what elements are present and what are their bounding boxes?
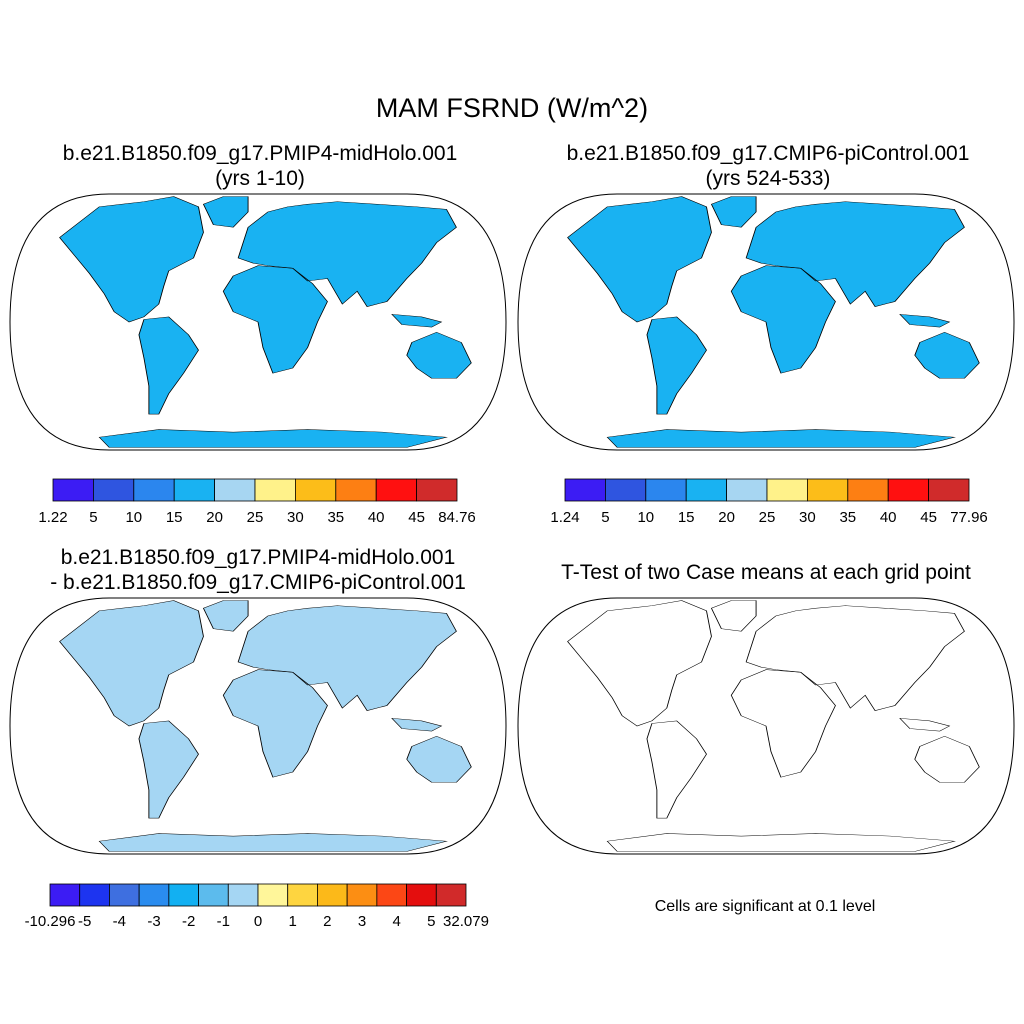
- colorbar-swatch: [257, 883, 289, 907]
- colorbar-swatch: [807, 478, 849, 502]
- colorbar-tick-label: 5: [427, 913, 435, 930]
- colorbar-swatch: [406, 883, 437, 907]
- colorbar-swatch: [766, 478, 808, 502]
- map-frame: [517, 193, 1015, 451]
- significance-note: Cells are significant at 0.1 level: [654, 898, 876, 915]
- colorbar-swatch: [294, 478, 337, 502]
- colorbar-tick-label: 35: [327, 509, 344, 526]
- colorbar-swatch: [287, 883, 318, 907]
- panel-1-title-line1: b.e21.B1850.f09_g17.PMIP4-midHolo.001: [62, 142, 458, 165]
- map-frame: [9, 193, 507, 451]
- colorbar-tick-label: 1: [288, 913, 296, 930]
- colorbar-tick-label: 1.22: [38, 509, 67, 526]
- colorbar-swatch: [375, 478, 418, 502]
- colorbar-tick-label: 2: [323, 913, 331, 930]
- colorbar-tick-label: 32.079: [443, 913, 489, 930]
- colorbar-tick-label: 30: [799, 509, 816, 526]
- colorbar-swatch: [138, 883, 170, 907]
- colorbar-tick-label: 5: [89, 509, 97, 526]
- colorbar-swatch: [887, 478, 930, 502]
- panel-1-title-line2: (yrs 1-10): [215, 167, 305, 190]
- colorbar-tick-label: 15: [678, 509, 695, 526]
- colorbar-swatch: [435, 883, 467, 907]
- panel-3-title-line1: b.e21.B1850.f09_g17.PMIP4-midHolo.001: [60, 546, 456, 569]
- map-frame: [9, 597, 507, 855]
- colorbar-tick-label: 15: [166, 509, 183, 526]
- colorbar-swatch: [564, 478, 606, 502]
- figure-title: MAM FSRND (W/m^2): [375, 93, 649, 123]
- map-panel-4: [517, 597, 1015, 855]
- colorbar-tick-label: -5: [78, 913, 91, 930]
- colorbar-tick-label: 40: [880, 509, 897, 526]
- colorbar-tick-label: -1: [217, 913, 230, 930]
- colorbar-tick-label: 25: [247, 509, 264, 526]
- colorbar-swatch: [254, 478, 296, 502]
- map-panel-2: [517, 193, 1015, 451]
- colorbar-swatch: [685, 478, 728, 502]
- colorbar-tick-label: 20: [718, 509, 735, 526]
- colorbar-swatch: [416, 478, 458, 502]
- panel-2-title-line2: (yrs 524-533): [705, 167, 831, 190]
- colorbar-swatch: [335, 478, 377, 502]
- colorbar-tick-label: 3: [358, 913, 366, 930]
- colorbar-swatch: [49, 883, 81, 907]
- colorbar-tick-label: -4: [113, 913, 126, 930]
- map-frame: [517, 597, 1015, 855]
- panel-4-title: T-Test of two Case means at each grid po…: [561, 561, 971, 584]
- colorbar-swatch: [109, 883, 140, 907]
- colorbar-swatch: [173, 478, 215, 502]
- map-panel-3: [9, 597, 507, 855]
- colorbar-1: 1.22 5 10 15 20 25 30 35 40 45 84.76: [38, 478, 476, 526]
- colorbar-swatch: [133, 478, 175, 502]
- colorbar-swatch: [645, 478, 687, 502]
- colorbar-swatch: [928, 478, 970, 502]
- colorbar-tick-label: -2: [182, 913, 195, 930]
- colorbar-swatch: [214, 478, 256, 502]
- colorbars-root: 1.22 5 10 15 20 25 30 35 40 45 84.76 1.24 5 10 15 20 25 3…: [25, 478, 988, 930]
- panel-3-title-line2: - b.e21.B1850.f09_g17.CMIP6-piControl.00…: [50, 571, 466, 594]
- colorbar-swatch: [847, 478, 889, 502]
- colorbar-tick-label: 10: [125, 509, 142, 526]
- panel-2-title-line1: b.e21.B1850.f09_g17.CMIP6-piControl.001: [566, 142, 970, 165]
- colorbar-tick-label: 25: [759, 509, 776, 526]
- colorbar-swatch: [376, 883, 407, 907]
- colorbar-swatch: [93, 478, 135, 502]
- colorbar-tick-label: 10: [637, 509, 654, 526]
- colorbar-tick-label: 20: [206, 509, 223, 526]
- colorbar-tick-label: 35: [839, 509, 856, 526]
- colorbar-swatch: [227, 883, 259, 907]
- colorbar-swatch: [52, 478, 94, 502]
- colorbar-swatch: [726, 478, 768, 502]
- colorbar-tick-label: 84.76: [438, 509, 476, 526]
- colorbar-3: -10.296 -5 -4 -3 -2 -1 0 1 2 3 4 5 32.079: [25, 883, 489, 930]
- colorbar-swatch: [605, 478, 647, 502]
- colorbar-tick-label: 45: [920, 509, 937, 526]
- colorbar-swatch: [79, 883, 110, 907]
- colorbar-tick-label: 77.96: [950, 509, 988, 526]
- map-panel-1: [9, 193, 507, 451]
- colorbar-tick-label: -10.296: [25, 913, 76, 930]
- colorbar-swatch: [346, 883, 378, 907]
- colorbar-tick-label: 0: [254, 913, 262, 930]
- colorbar-2: 1.24 5 10 15 20 25 30 35 40 45 77.96: [550, 478, 988, 526]
- maps-root: [9, 193, 1015, 855]
- colorbar-tick-label: 45: [408, 509, 425, 526]
- colorbar-swatch: [317, 883, 348, 907]
- colorbar-tick-label: 1.24: [550, 509, 579, 526]
- colorbar-tick-label: 30: [287, 509, 304, 526]
- colorbar-swatch: [168, 883, 199, 907]
- colorbar-tick-label: 40: [368, 509, 385, 526]
- colorbar-tick-label: 4: [392, 913, 400, 930]
- colorbar-tick-label: -3: [147, 913, 160, 930]
- colorbar-swatch: [198, 883, 229, 907]
- colorbar-tick-label: 5: [601, 509, 609, 526]
